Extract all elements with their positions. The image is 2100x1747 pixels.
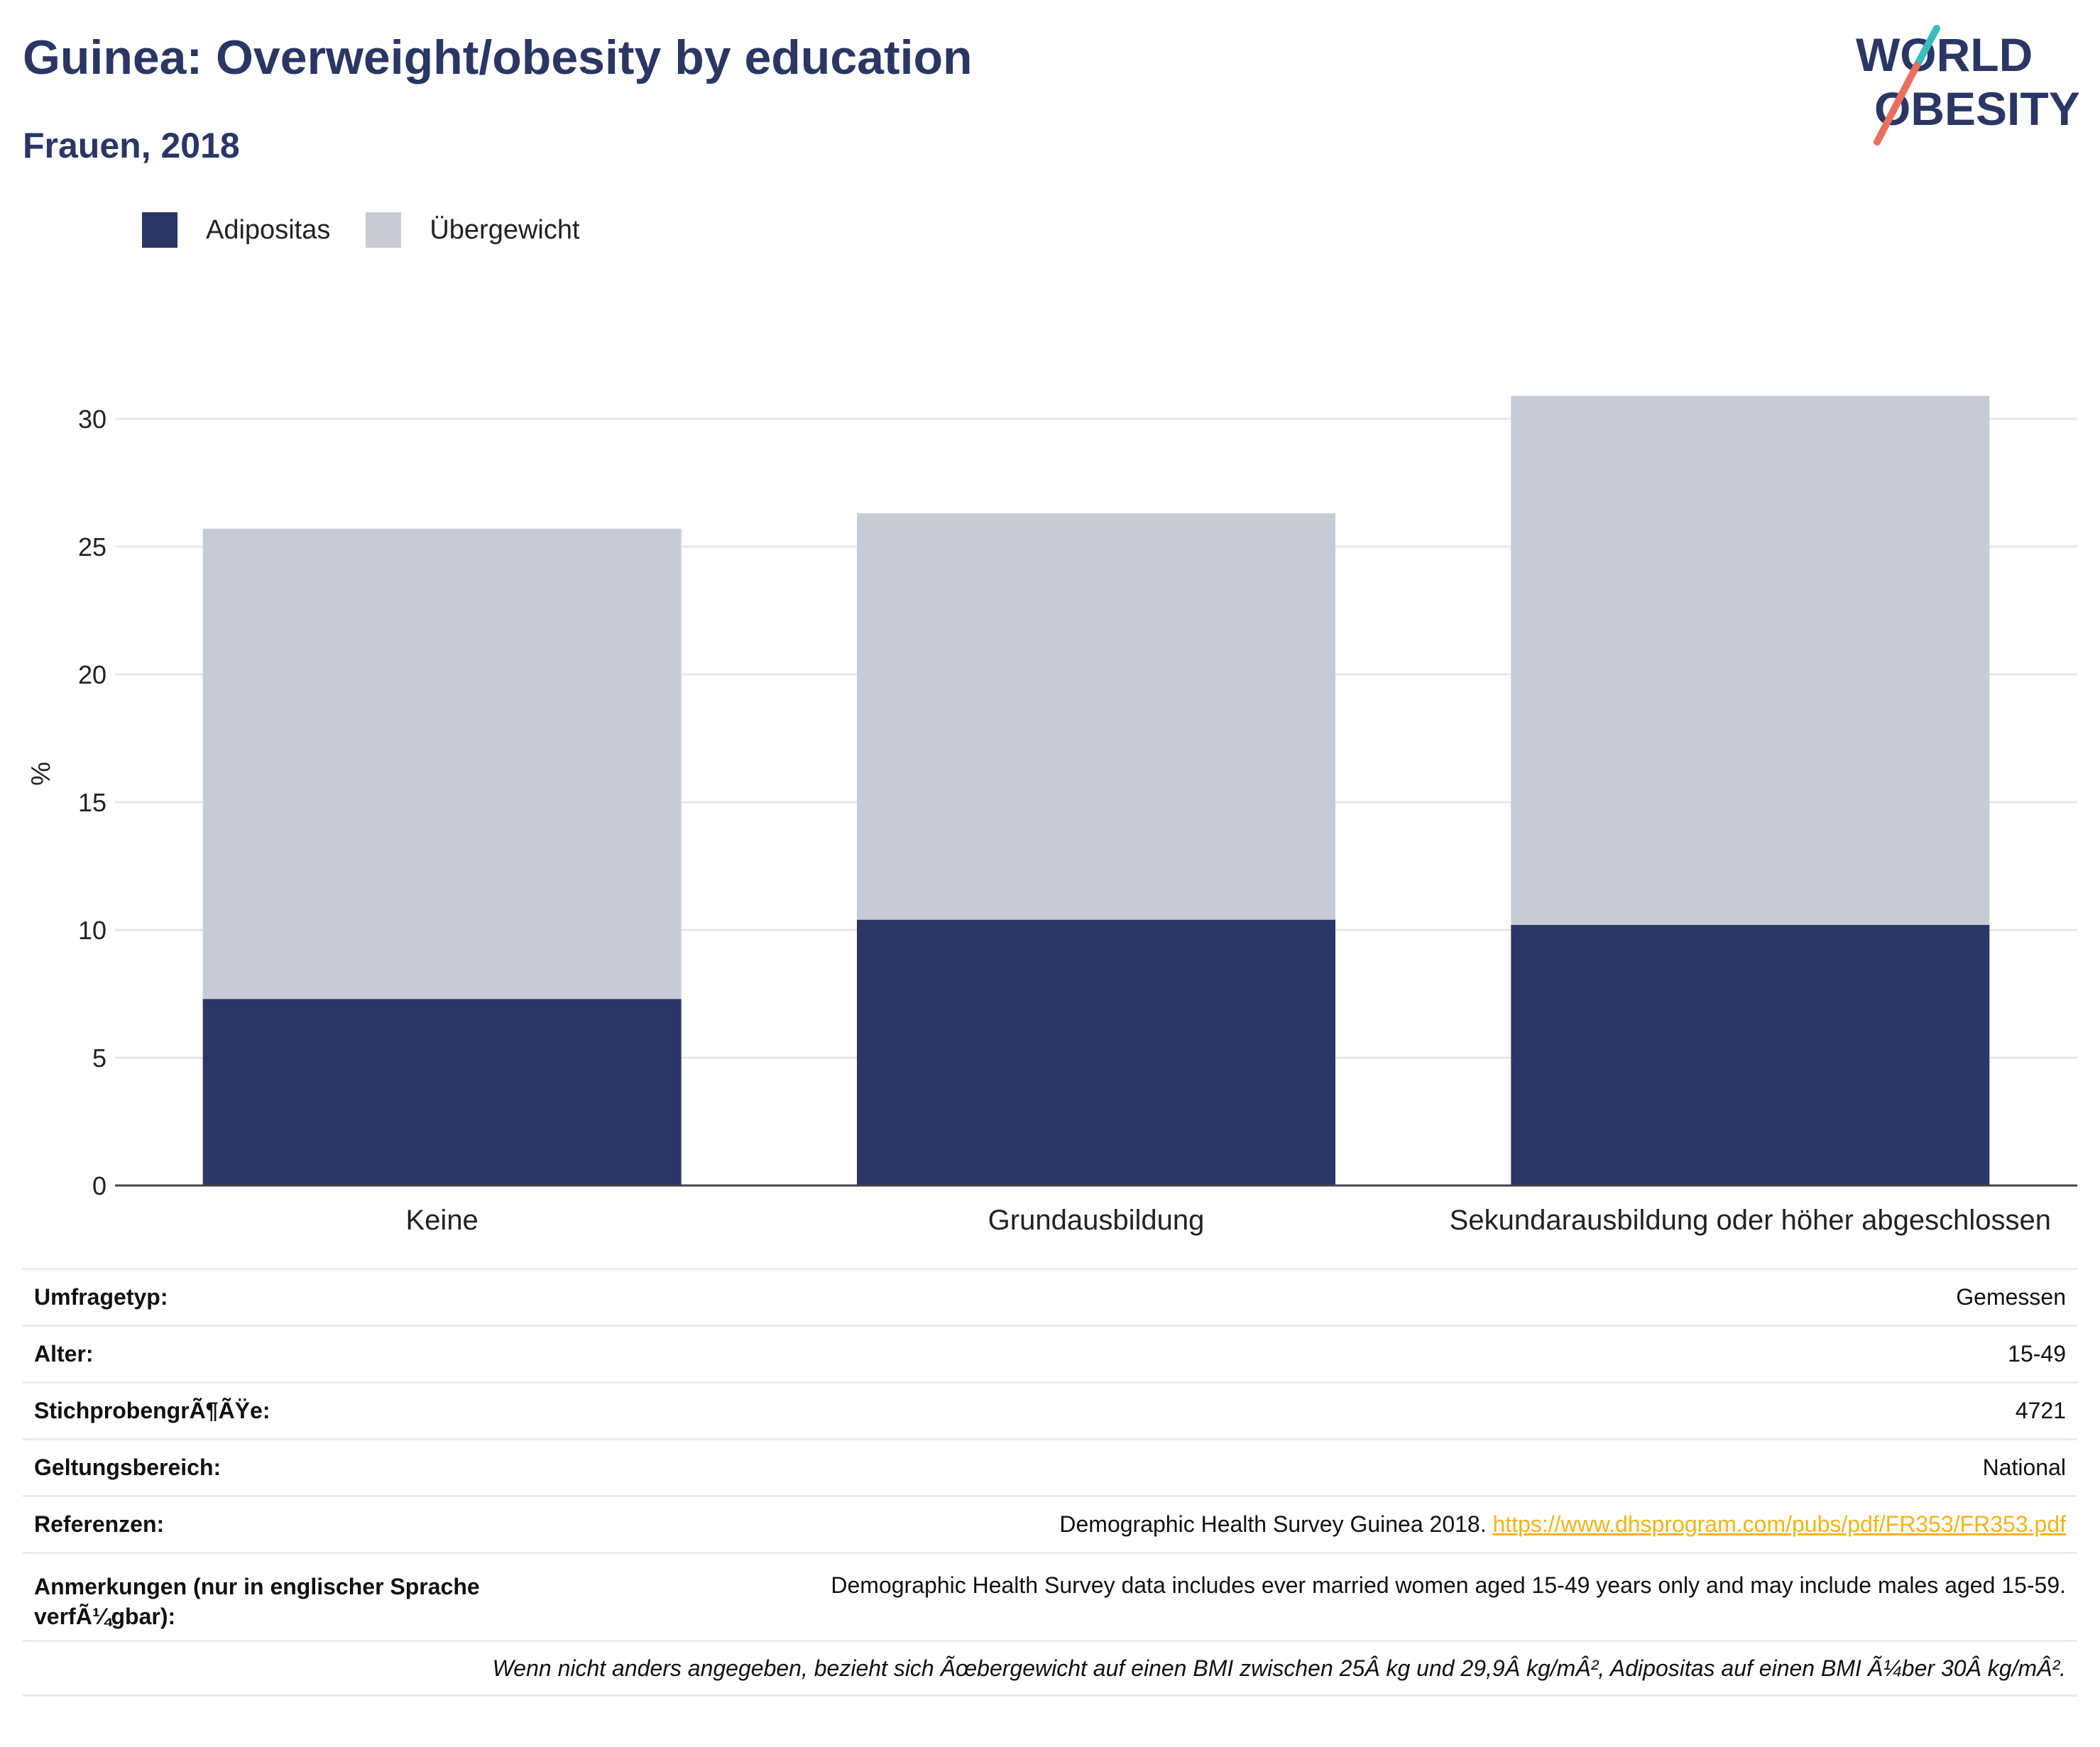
x-tick-label: Grundausbildung	[988, 1205, 1205, 1236]
legend-swatch-overweight	[366, 212, 402, 248]
logo-line1: WORLD	[1856, 28, 2033, 81]
meta-value: 4721	[2015, 1398, 2066, 1423]
y-tick-label: 15	[78, 788, 106, 817]
page-title: Guinea: Overweight/obesity by education	[23, 31, 973, 84]
legend-label-obesity: Adipositas	[206, 214, 331, 245]
bar-obesity	[202, 999, 682, 1185]
meta-key: Anmerkungen (nur in englischer Sprache v…	[34, 1574, 480, 1629]
y-axis-label: %	[26, 762, 56, 786]
stacked-bar-chart: 0 5 10 15 20 25 30% Keine Grundausbildung Sekunda…	[26, 395, 2077, 1236]
meta-key: StichprobengrÃ¶ÃŸe:	[34, 1397, 270, 1423]
meta-key: Alter:	[34, 1340, 94, 1367]
metadata-table: Umfragetyp: Gemessen Alter: 15-49 Stichp…	[23, 1268, 2077, 1697]
meta-key: Umfragetyp:	[34, 1283, 168, 1310]
logo-slash-teal	[1913, 25, 1940, 69]
bar-overweight	[1511, 395, 1990, 925]
bar-obesity	[857, 919, 1335, 1185]
legend-label-overweight: Übergewicht	[430, 214, 580, 245]
legend-swatch-obesity	[142, 212, 177, 248]
y-tick-label: 25	[78, 532, 106, 562]
y-tick-label: 30	[78, 405, 106, 434]
y-tick-label: 20	[78, 660, 106, 689]
reference-link[interactable]: https://www.dhsprogram.com/pubs/pdf/FR35…	[1492, 1511, 2067, 1537]
meta-row-age: Alter: 15-49	[23, 1325, 2077, 1381]
meta-row-notes: Anmerkungen (nur in englischer Sprache v…	[23, 1552, 2077, 1640]
meta-row-coverage: Geltungsbereich: National	[23, 1438, 2077, 1495]
meta-row-footnote: Wenn nicht anders angegeben, bezieht sic…	[23, 1640, 2077, 1697]
world-obesity-logo: WORLD OBESITY	[1856, 25, 2080, 146]
page-subtitle: Frauen, 2018	[23, 126, 240, 165]
bar-obesity	[1511, 924, 1990, 1185]
logo-slash-red	[1874, 62, 1920, 146]
meta-value: Demographic Health Survey data includes …	[831, 1572, 2066, 1598]
meta-value: National	[1982, 1455, 2066, 1480]
meta-row-survey-type: Umfragetyp: Gemessen	[23, 1268, 2077, 1325]
footnote: Wenn nicht anders angegeben, bezieht sic…	[492, 1655, 2066, 1681]
logo-line2: OBESITY	[1874, 82, 2080, 135]
reference-text: Demographic Health Survey Guinea 2018.	[1059, 1511, 1487, 1537]
meta-row-sample-size: StichprobengrÃ¶ÃŸe: 4721	[23, 1381, 2077, 1438]
meta-key: Referenzen:	[34, 1511, 165, 1537]
y-tick-label: 5	[92, 1044, 106, 1073]
x-tick-label: Sekundarausbildung oder höher abgeschlos…	[1450, 1205, 2051, 1236]
meta-value: Gemessen	[1956, 1284, 2066, 1310]
meta-value: Demographic Health Survey Guinea 2018. h…	[1059, 1511, 2066, 1538]
y-tick-label: 10	[78, 916, 106, 945]
y-tick-label: 0	[92, 1171, 106, 1200]
meta-row-references: Referenzen: Demographic Health Survey Gu…	[23, 1495, 2077, 1552]
chart-legend: Adipositas Übergewicht	[142, 210, 616, 250]
meta-value: 15-49	[2008, 1341, 2066, 1367]
x-tick-label: Keine	[406, 1205, 478, 1236]
meta-key: Geltungsbereich:	[34, 1454, 222, 1480]
bar-overweight	[857, 513, 1335, 920]
bar-overweight	[202, 528, 682, 1000]
